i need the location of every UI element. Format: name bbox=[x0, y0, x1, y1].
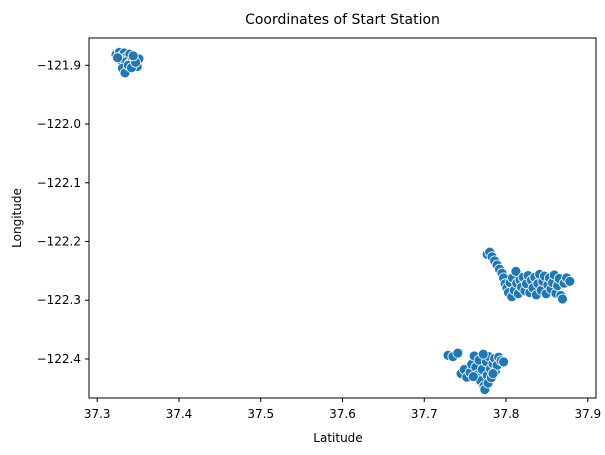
data-point bbox=[487, 368, 499, 380]
y-axis: −121.9 −122.0 −122.1 −122.2 −122.3 −122.4 bbox=[37, 58, 89, 366]
x-tick-label: 37.8 bbox=[493, 407, 520, 421]
chart-title: Coordinates of Start Station bbox=[245, 12, 440, 28]
x-tick-label: 37.3 bbox=[84, 407, 111, 421]
y-tick-label: −122.0 bbox=[37, 117, 81, 131]
points-layer bbox=[110, 47, 576, 395]
x-tick-label: 37.7 bbox=[411, 407, 438, 421]
data-point bbox=[564, 275, 576, 287]
data-point bbox=[112, 52, 123, 64]
y-axis-title: Longitude bbox=[10, 188, 24, 248]
x-axis-title: Latitude bbox=[313, 431, 362, 445]
y-tick-label: −122.2 bbox=[37, 234, 81, 248]
data-point bbox=[477, 348, 489, 360]
y-tick-label: −121.9 bbox=[37, 58, 81, 72]
x-tick-label: 37.4 bbox=[166, 407, 193, 421]
x-tick-label: 37.5 bbox=[247, 407, 274, 421]
data-point bbox=[557, 293, 568, 305]
data-point bbox=[510, 265, 522, 277]
y-tick-label: −122.1 bbox=[37, 176, 81, 190]
x-tick-label: 37.9 bbox=[574, 407, 601, 421]
data-point bbox=[452, 347, 464, 359]
plot-frame bbox=[88, 37, 597, 399]
y-tick-label: −122.3 bbox=[37, 293, 81, 307]
y-tick-label: −122.4 bbox=[37, 352, 81, 366]
x-axis: 37.3 37.4 37.5 37.6 37.7 37.8 37.9 bbox=[84, 398, 601, 421]
x-tick-label: 37.6 bbox=[329, 407, 356, 421]
data-point bbox=[467, 371, 479, 383]
data-point bbox=[498, 356, 510, 368]
data-point bbox=[127, 50, 139, 62]
